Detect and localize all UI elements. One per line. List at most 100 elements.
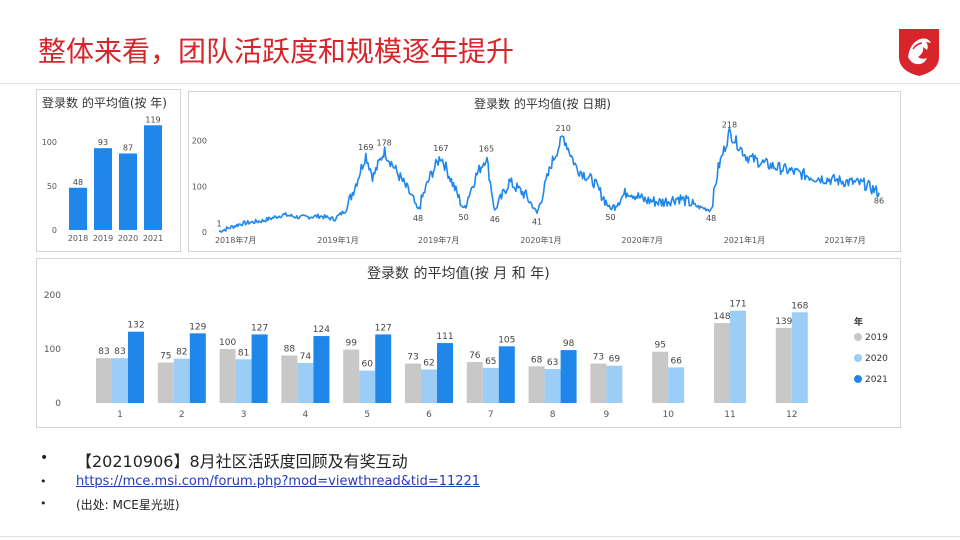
yearly-average-chart: 登录数 的平均值(按 年) 0 50 100 48 2018 93 2019 87 2020 11… [36,89,181,252]
bar-2021-m8 [560,350,577,403]
bar-2021-m5 [375,334,392,403]
x-tick-label: 4 [303,410,309,420]
value-label: 129 [189,322,206,332]
bar-2019-m10 [652,351,669,403]
value-label: 178 [376,139,391,148]
legend-swatch-2019 [854,333,862,341]
value-label: 1 [216,220,221,229]
bar-2019-m7 [466,361,483,403]
bar-2020-m10 [668,367,685,403]
value-label: 48 [706,214,716,223]
bar-2021 [144,125,162,230]
value-label: 76 [469,351,481,361]
bar-2021-m7 [498,346,515,403]
y-tick-label: 100 [192,182,207,191]
bar-2021-m6 [437,343,453,403]
x-tick-label: 9 [604,410,610,420]
value-label: 88 [284,344,296,354]
bullet-item: • (出处: MCE星光班) [40,496,920,516]
value-label: 68 [531,355,543,365]
title-divider [0,83,960,84]
bar-2019-m4 [281,355,298,403]
value-label: 99 [345,339,357,349]
value-label: 132 [127,321,144,331]
bar-2019-m6 [405,363,421,403]
value-label: 169 [358,143,373,152]
bar-2020-m2 [173,358,190,403]
x-tick-label: 2021年7月 [824,235,865,245]
msi-dragon-logo [899,29,939,76]
value-label: 167 [433,144,448,153]
bar-2020-m3 [235,359,252,403]
daily-average-chart: 登录数 的平均值(按 日期) 0 100 200 2018年7月 2019年1月 2019… [188,91,901,252]
yearly-chart-title: 登录数 的平均值(按 年) [42,96,167,110]
x-tick-label: 2019 [93,234,113,243]
daily-chart-title: 登录数 的平均值(按 日期) [474,97,611,111]
x-tick-label: 2 [179,410,185,420]
value-label: 50 [605,213,615,222]
value-label: 82 [176,348,187,358]
value-label: 87 [123,143,133,152]
value-label: 73 [407,353,418,363]
bar-2019 [94,148,112,230]
slide-title: 整体来看，团队活跃度和规模逐年提升 [38,35,515,68]
x-tick-label: 5 [364,410,370,420]
y-tick-label: 0 [55,399,61,409]
bar-2021-m3 [251,334,268,403]
bar-2020-m1 [112,358,128,403]
legend-swatch-2021 [854,375,862,383]
value-label: 63 [547,358,558,368]
x-tick-label: 2019年1月 [317,235,358,245]
bar-2019-m8 [528,366,545,403]
bar-2019-m5 [343,349,360,403]
value-label: 81 [238,348,249,358]
bar-2019-m1 [96,358,112,403]
y-tick-label: 200 [44,291,61,301]
bullet-text-source: (出处: MCE星光班) [76,498,180,512]
x-tick-label: 8 [550,410,556,420]
x-tick-label: 1 [117,410,123,420]
bar-2020-m11 [730,310,746,403]
x-tick-label: 2020年1月 [520,235,561,245]
bar-2020-m5 [359,370,376,403]
value-label: 73 [593,353,604,363]
value-label: 83 [114,347,125,357]
x-tick-label: 2021 [143,234,163,243]
forum-link[interactable]: https://mce.msi.com/forum.php?mod=viewth… [76,474,481,489]
value-label: 93 [98,138,108,147]
value-label: 69 [609,355,621,365]
value-label: 210 [556,124,571,133]
x-tick-label: 2021年1月 [724,235,765,245]
bullet-dot: • [40,450,49,466]
value-label: 127 [375,323,392,333]
value-label: 83 [98,347,109,357]
y-tick-label: 100 [42,138,57,147]
bar-2021-m2 [189,333,206,403]
y-tick-label: 200 [192,137,207,146]
bullet-item: • 【20210906】8月社区活跃度回顾及有奖互动 [40,448,920,474]
monthly-chart-title: 登录数 的平均值(按 月 和 年) [367,266,550,282]
value-label: 95 [654,341,665,351]
value-label: 148 [713,312,730,322]
bullet-item: • https://mce.msi.com/forum.php?mod=view… [40,474,920,496]
x-tick-label: 2018 [68,234,88,243]
value-label: 86 [874,197,884,206]
value-label: 65 [485,357,496,367]
bar-2020-m6 [421,369,437,403]
x-tick-label: 2019年7月 [418,235,459,245]
y-tick-label: 0 [52,226,57,235]
y-tick-label: 100 [44,345,61,355]
value-label: 171 [729,300,746,310]
x-tick-label: 11 [724,410,735,420]
value-label: 46 [490,215,500,224]
x-tick-label: 3 [241,410,247,420]
y-tick-label: 0 [202,228,207,237]
value-label: 124 [313,325,330,335]
bullet-dot: • [40,497,47,510]
value-label: 111 [436,332,453,342]
value-label: 50 [459,213,469,222]
bullet-dot: • [40,475,47,488]
bar-2021-m4 [313,336,330,403]
x-tick-label: 2020 [118,234,138,243]
